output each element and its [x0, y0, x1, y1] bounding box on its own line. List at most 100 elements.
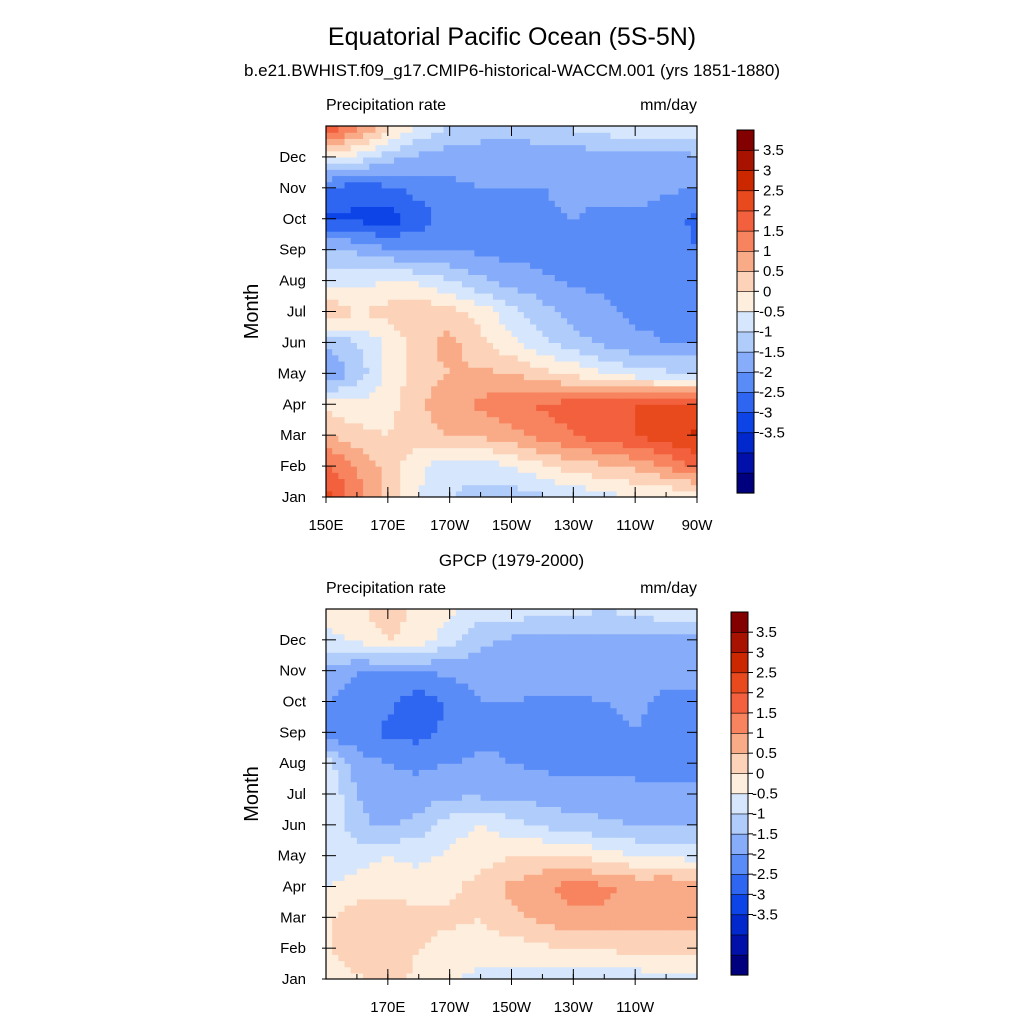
heatmap-cell — [530, 126, 537, 133]
heatmap-cell — [548, 286, 556, 294]
heatmap-cell — [678, 966, 686, 974]
heatmap-cell — [387, 472, 395, 480]
heatmap-cell — [567, 868, 574, 875]
heatmap-cell — [678, 447, 686, 455]
heatmap-cell — [338, 255, 346, 263]
heatmap-cell — [635, 453, 642, 461]
heatmap-cells — [326, 126, 697, 497]
heatmap-cell — [369, 367, 377, 374]
heatmap-cell — [672, 132, 680, 139]
heatmap-cell — [672, 435, 680, 442]
heatmap-cell — [400, 373, 407, 381]
heatmap-cell — [604, 459, 612, 467]
heatmap-cell — [344, 336, 352, 344]
heatmap-cell — [326, 874, 333, 881]
heatmap-cell — [653, 880, 661, 888]
heatmap-cell — [492, 490, 500, 497]
heatmap-cell — [622, 917, 630, 925]
heatmap-cell — [548, 385, 556, 393]
heatmap-cell — [647, 447, 655, 455]
heatmap-cell — [468, 490, 475, 497]
heatmap-cell — [616, 942, 624, 949]
heatmap-cell — [338, 218, 346, 226]
heatmap-cell — [468, 484, 475, 492]
heatmap-cell — [332, 861, 339, 869]
heatmap-cell — [375, 472, 383, 480]
heatmap-cell — [690, 404, 697, 412]
heatmap-cell — [443, 942, 451, 949]
heatmap-cell — [616, 367, 624, 374]
heatmap-cell — [332, 262, 339, 269]
heatmap-cell — [591, 886, 599, 894]
heatmap-cell — [548, 929, 556, 937]
heatmap-cell — [604, 490, 612, 497]
heatmap-cell — [548, 478, 556, 486]
heatmap-cell — [690, 360, 697, 368]
heatmap-cell — [412, 181, 420, 189]
heatmap-cell — [628, 342, 636, 350]
heatmap-cell — [474, 163, 482, 170]
heatmap-cell — [554, 905, 562, 912]
heatmap-cell — [424, 317, 432, 325]
heatmap-cell — [449, 868, 457, 875]
heatmap-cell — [567, 905, 574, 912]
heatmap-cell — [406, 194, 414, 201]
heatmap-cell — [437, 453, 445, 461]
heatmap-cell — [598, 391, 605, 399]
heatmap-cell — [381, 138, 389, 146]
heatmap-cell — [474, 892, 482, 900]
heatmap-cell — [350, 855, 358, 863]
heatmap-cell — [573, 305, 581, 313]
heatmap-cell — [598, 360, 605, 368]
heatmap-cell — [591, 948, 599, 955]
x-tick-label: 170E — [370, 517, 405, 534]
heatmap-cell — [468, 354, 475, 362]
heatmap-cell — [462, 935, 469, 943]
heatmap-cell — [573, 379, 581, 387]
heatmap-cell — [585, 194, 593, 201]
heatmap-cell — [326, 156, 333, 164]
heatmap-cell — [437, 274, 445, 282]
heatmap-cell — [523, 175, 531, 183]
heatmap-cell — [375, 428, 383, 436]
heatmap-cell — [474, 206, 482, 214]
heatmap-cell — [424, 435, 432, 442]
heatmap-cell — [530, 144, 537, 152]
heatmap-cell — [486, 855, 494, 863]
heatmap-cell — [641, 966, 649, 974]
heatmap-cell — [412, 156, 420, 164]
heatmap-cell — [344, 905, 352, 912]
heatmap-cell — [672, 175, 680, 183]
heatmap-cell — [542, 428, 550, 436]
heatmap-cell — [542, 237, 550, 245]
heatmap-cell — [486, 317, 494, 325]
heatmap-cell — [622, 360, 630, 368]
heatmap-cell — [406, 354, 414, 362]
heatmap-cell — [431, 385, 438, 393]
heatmap-cell — [523, 237, 531, 245]
heatmap-cell — [678, 299, 686, 306]
heatmap-cell — [400, 330, 407, 337]
heatmap-cell — [468, 880, 475, 888]
heatmap-cell — [653, 472, 661, 480]
heatmap-cell — [449, 917, 457, 925]
heatmap-cell — [387, 323, 395, 331]
heatmap-cell — [363, 206, 370, 214]
heatmap-cell — [443, 194, 451, 201]
heatmap-cell — [542, 441, 550, 449]
heatmap-cell — [356, 268, 364, 275]
heatmap-cell — [622, 447, 630, 455]
heatmap-cell — [332, 218, 339, 226]
heatmap-cell — [431, 224, 438, 232]
heatmap-cell — [350, 224, 358, 232]
heatmap-cell — [400, 874, 407, 881]
heatmap-cell — [530, 404, 537, 412]
heatmap-cell — [523, 348, 531, 356]
heatmap-cell — [511, 231, 519, 238]
heatmap-cell — [666, 132, 673, 139]
heatmap-cell — [641, 892, 649, 900]
heatmap-cell — [474, 861, 482, 869]
heatmap-cell — [505, 453, 513, 461]
heatmap-cell — [622, 237, 630, 245]
heatmap-cell — [530, 280, 537, 288]
